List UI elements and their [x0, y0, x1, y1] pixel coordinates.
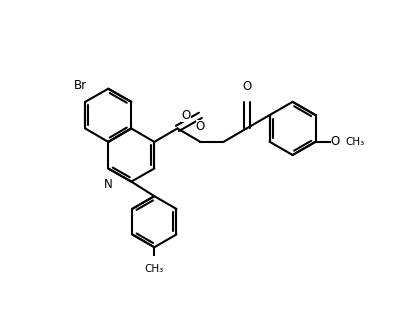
- Text: O: O: [330, 135, 340, 148]
- Text: Br: Br: [74, 79, 87, 92]
- Text: O: O: [181, 109, 191, 122]
- Text: CH₃: CH₃: [345, 137, 365, 147]
- Text: N: N: [104, 178, 113, 192]
- Text: O: O: [242, 80, 251, 93]
- Text: O: O: [196, 120, 205, 133]
- Text: CH₃: CH₃: [145, 263, 164, 273]
